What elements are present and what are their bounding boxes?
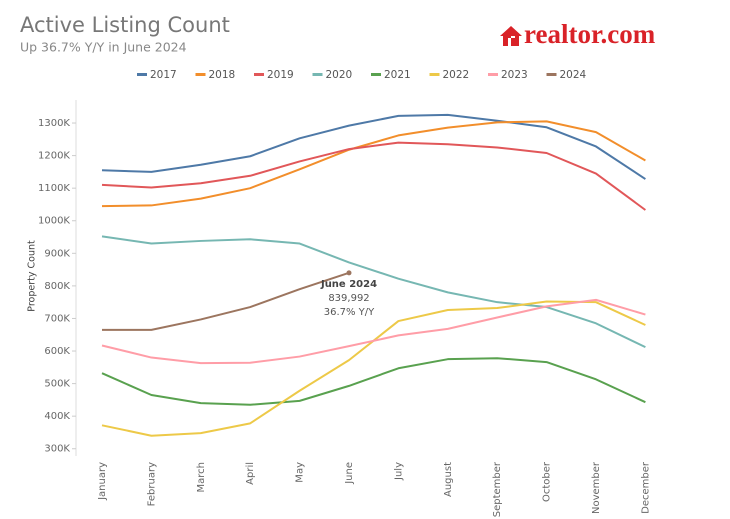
- x-tick-label: September: [492, 461, 503, 517]
- legend-label: 2019: [267, 69, 294, 81]
- annotation-point: [346, 270, 352, 276]
- y-tick-label: 900K: [44, 248, 70, 259]
- y-tick-label: 1100K: [38, 183, 70, 194]
- y-tick-label: 600K: [44, 346, 70, 357]
- legend-label: 2021: [384, 69, 411, 81]
- series-line: [101, 357, 646, 406]
- legend-swatch: [429, 73, 440, 76]
- x-tick-label: October: [542, 461, 553, 502]
- legend-label: 2022: [443, 69, 470, 81]
- legend-label: 2023: [501, 69, 528, 81]
- legend-label: 2017: [150, 69, 177, 81]
- legend-swatch: [371, 73, 381, 76]
- y-tick-label: 1000K: [38, 216, 70, 227]
- x-tick-label: March: [196, 462, 207, 492]
- annotation: 839,992: [328, 293, 369, 304]
- legend-swatch: [488, 73, 498, 76]
- y-tick-label: 300K: [44, 444, 70, 455]
- x-tick-label: December: [640, 461, 651, 514]
- x-tick-label: June: [344, 462, 355, 485]
- annotation: 36.7% Y/Y: [324, 307, 375, 318]
- y-axis-label: Property Count: [27, 240, 38, 312]
- legend-label: 2018: [209, 69, 236, 81]
- x-tick-label: November: [591, 461, 602, 514]
- legend-swatch: [137, 73, 147, 76]
- series-line: [102, 271, 350, 331]
- legend-label: 2020: [326, 69, 353, 81]
- y-tick-label: 1300K: [38, 118, 70, 129]
- x-tick-label: July: [393, 462, 404, 481]
- x-tick-label: February: [146, 462, 157, 506]
- legend-swatch: [254, 73, 264, 76]
- annotation: June 2024: [320, 279, 377, 290]
- y-tick-label: 800K: [44, 281, 70, 292]
- x-tick-label: August: [443, 462, 454, 497]
- legend-swatch: [546, 73, 557, 76]
- legend-label: 2024: [560, 69, 587, 81]
- chart-subtitle: Up 36.7% Y/Y in June 2024: [20, 40, 187, 55]
- logo: realtor.com: [524, 19, 656, 49]
- chart-title: Active Listing Count: [20, 13, 230, 37]
- x-tick-label: April: [245, 462, 256, 485]
- legend-swatch: [195, 73, 206, 76]
- series-line: [101, 235, 646, 349]
- legend-swatch: [312, 73, 323, 76]
- x-tick-label: May: [295, 462, 306, 483]
- x-tick-label: January: [97, 462, 108, 501]
- series-line: [101, 298, 646, 365]
- series-line: [101, 120, 646, 208]
- series-line: [101, 113, 646, 180]
- y-tick-label: 700K: [44, 313, 70, 324]
- y-tick-label: 400K: [44, 411, 70, 422]
- series-line: [101, 141, 646, 211]
- y-tick-label: 1200K: [38, 151, 70, 162]
- logo-icon: [500, 26, 522, 46]
- y-tick-label: 500K: [44, 379, 70, 390]
